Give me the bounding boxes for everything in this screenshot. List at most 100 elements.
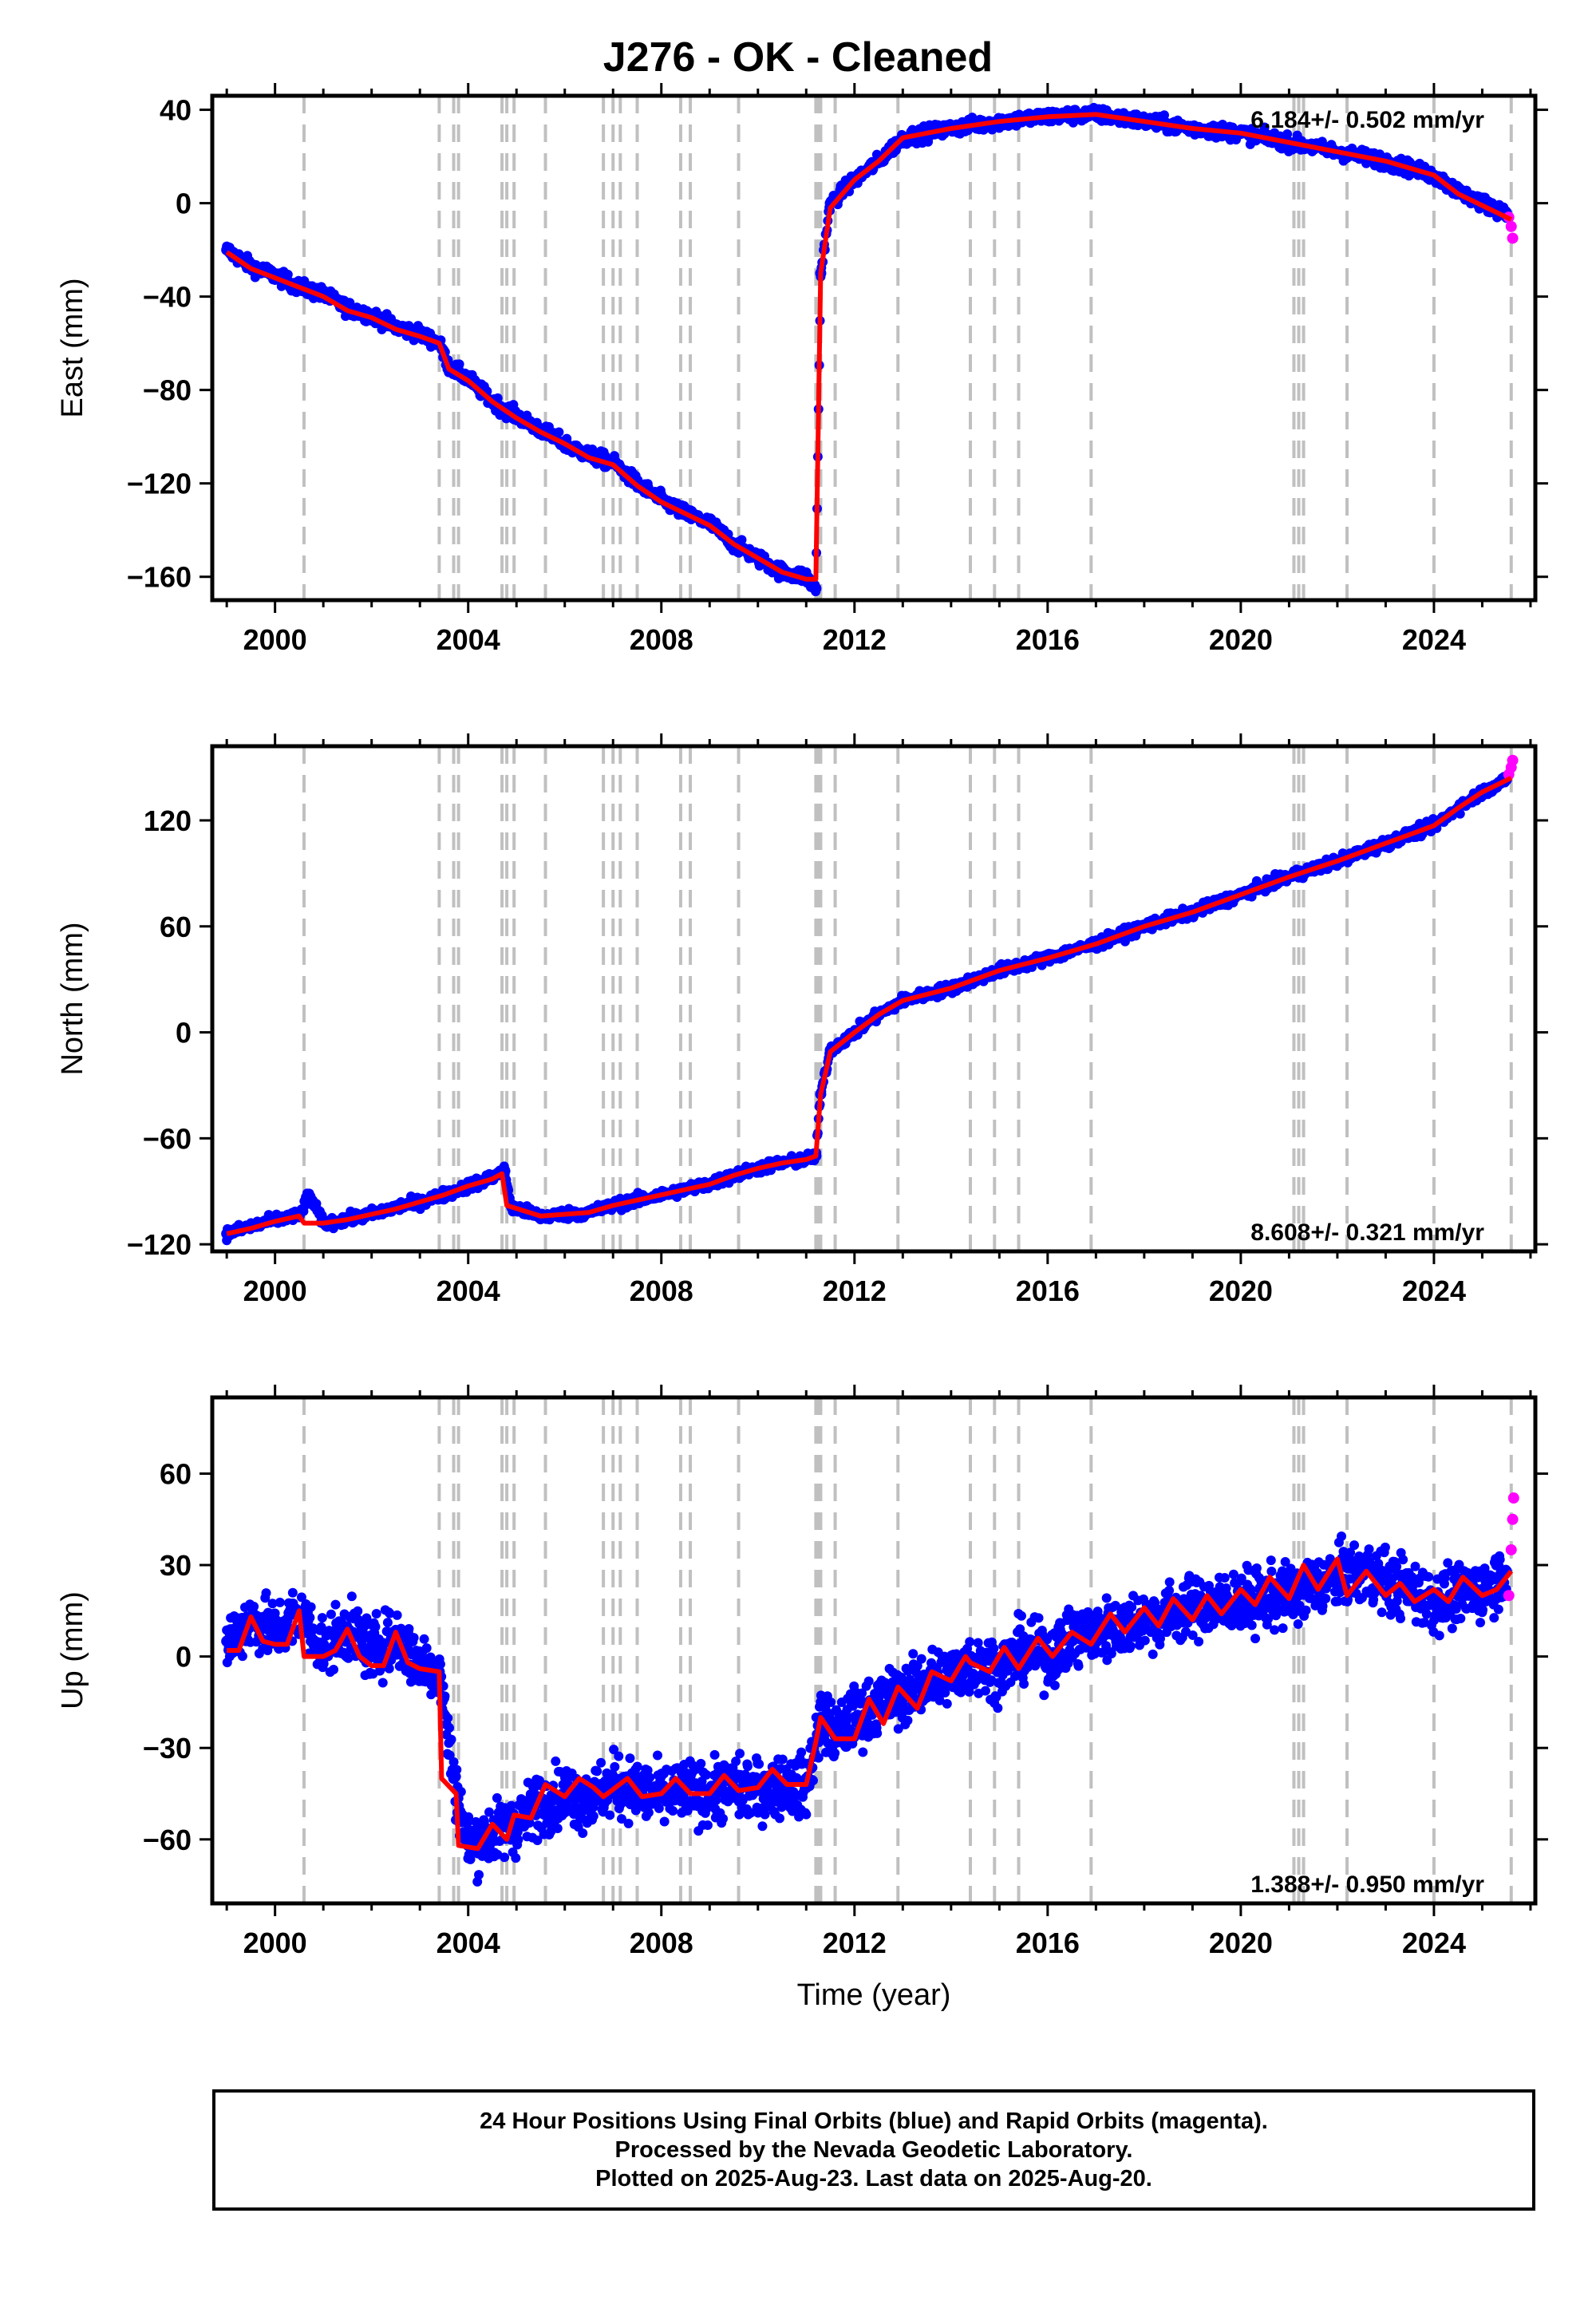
data-point-final bbox=[303, 1189, 315, 1201]
data-point-final bbox=[484, 1807, 495, 1817]
data-point-final bbox=[529, 1782, 539, 1792]
data-point-final bbox=[696, 1758, 706, 1769]
data-point-final bbox=[1282, 129, 1293, 140]
data-point-final bbox=[709, 1749, 720, 1760]
data-point-final bbox=[261, 1588, 271, 1599]
y-tick-label: −120 bbox=[127, 1228, 192, 1261]
data-point-final bbox=[382, 1618, 393, 1628]
data-point-final bbox=[440, 1691, 450, 1701]
data-point-final bbox=[444, 1723, 455, 1733]
data-point-final bbox=[392, 1610, 402, 1620]
data-point-final bbox=[737, 535, 747, 545]
data-point-final bbox=[456, 1787, 466, 1797]
data-point-final bbox=[506, 1800, 516, 1811]
data-point-final bbox=[492, 1792, 502, 1803]
data-point-final bbox=[448, 1757, 459, 1767]
data-point-final bbox=[371, 1609, 381, 1619]
data-point-final bbox=[249, 1602, 259, 1612]
y-axis-label: East (mm) bbox=[56, 278, 89, 417]
data-point-final bbox=[329, 1664, 339, 1674]
data-point-final bbox=[668, 1806, 678, 1816]
north-panel: 2000 2004 2008 2012 2016 2020 2024−120−6006012… bbox=[56, 733, 1548, 1307]
data-point-final bbox=[532, 1835, 543, 1845]
data-point-final bbox=[500, 1852, 510, 1863]
data-point-final bbox=[552, 1823, 563, 1833]
y-tick-label: −80 bbox=[143, 374, 192, 407]
data-layer bbox=[221, 1492, 1519, 1887]
data-layer bbox=[221, 754, 1519, 1246]
model-line bbox=[225, 112, 1513, 582]
x-tick-label: 2012 bbox=[823, 1275, 887, 1307]
data-point-final bbox=[645, 1773, 655, 1783]
data-point-final bbox=[614, 1751, 624, 1761]
y-tick-label: 0 bbox=[176, 1017, 192, 1049]
data-point-final bbox=[554, 427, 564, 437]
y-tick-label: −160 bbox=[127, 561, 192, 594]
data-point-final bbox=[610, 1761, 620, 1772]
panel-frame bbox=[210, 93, 1538, 603]
data-point-final bbox=[306, 1602, 316, 1612]
x-tick-label: 2008 bbox=[630, 623, 693, 656]
data-point-final bbox=[452, 1765, 462, 1775]
data-layer bbox=[221, 102, 1519, 597]
data-point-final bbox=[642, 1765, 653, 1776]
data-point-rapid bbox=[1507, 232, 1519, 244]
data-point-final bbox=[377, 1678, 388, 1688]
data-point-final bbox=[513, 1835, 523, 1845]
data-point-final bbox=[702, 1820, 713, 1831]
x-tick-label: 2016 bbox=[1016, 1275, 1080, 1307]
chart-title: J276 - OK - Cleaned bbox=[602, 34, 994, 81]
x-tick-label: 2008 bbox=[630, 1275, 693, 1307]
data-point-final bbox=[551, 1756, 561, 1766]
x-tick-label: 2012 bbox=[823, 623, 887, 656]
y-tick-label: 0 bbox=[176, 188, 192, 220]
rate-label: 8.608+/- 0.321 mm/yr bbox=[1250, 1219, 1484, 1246]
data-point-final bbox=[718, 1813, 729, 1824]
x-tick-label: 2004 bbox=[437, 623, 500, 656]
data-point-final bbox=[443, 1713, 453, 1723]
data-point-final bbox=[659, 1816, 670, 1827]
data-point-final bbox=[330, 1599, 341, 1610]
x-tick-label: 2020 bbox=[1209, 1275, 1273, 1307]
data-point-final bbox=[454, 359, 464, 370]
y-tick-label: −40 bbox=[143, 281, 192, 314]
data-point-final bbox=[287, 1587, 298, 1598]
data-point-final bbox=[625, 1753, 635, 1764]
data-point-final bbox=[370, 1622, 381, 1632]
x-tick-label: 2020 bbox=[1209, 623, 1273, 656]
data-point-final bbox=[578, 1828, 588, 1839]
data-point-rapid bbox=[1505, 220, 1517, 232]
data-point-final bbox=[343, 1653, 354, 1663]
data-point-final bbox=[409, 1633, 419, 1643]
data-point-rapid bbox=[1507, 754, 1519, 766]
y-tick-label: 40 bbox=[160, 94, 192, 127]
y-tick-label: −60 bbox=[143, 1122, 192, 1155]
data-point-final bbox=[511, 1853, 521, 1863]
data-point-final bbox=[474, 1870, 484, 1880]
data-point-final bbox=[464, 1812, 474, 1822]
east-panel: 2000 2004 2008 2012 2016 2020 2024−160−120−80−… bbox=[56, 83, 1548, 656]
data-point-final bbox=[623, 1818, 634, 1828]
data-point-final bbox=[643, 1808, 654, 1818]
data-point-final bbox=[419, 1634, 429, 1644]
x-tick-label: 2004 bbox=[437, 1275, 500, 1307]
model-line bbox=[226, 776, 1513, 1236]
data-point-final bbox=[421, 1643, 432, 1654]
data-point-final bbox=[465, 1854, 476, 1864]
data-point-final bbox=[654, 1803, 664, 1813]
y-tick-label: 60 bbox=[160, 911, 192, 943]
data-point-final bbox=[318, 1658, 329, 1669]
data-point-final bbox=[384, 1663, 394, 1674]
x-tick-label: 2016 bbox=[1016, 623, 1080, 656]
y-tick-label: 120 bbox=[144, 804, 192, 837]
data-point-final bbox=[237, 1651, 247, 1662]
data-point-final bbox=[267, 1599, 278, 1609]
x-tick-label: 2024 bbox=[1402, 1275, 1466, 1307]
data-point-final bbox=[296, 1592, 306, 1603]
panel-frame bbox=[210, 744, 1538, 1254]
data-point-final bbox=[524, 1818, 535, 1828]
y-tick-label: −120 bbox=[127, 468, 192, 500]
data-point-final bbox=[632, 1761, 642, 1772]
data-point-final bbox=[616, 1814, 626, 1824]
